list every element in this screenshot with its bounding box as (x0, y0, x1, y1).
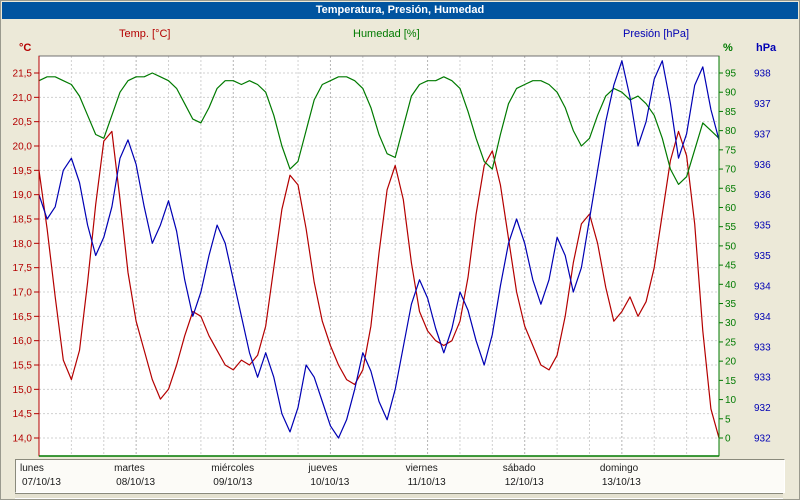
chart-plot-area: 21,5 21,0 20,5 20,0 19,5 19,0 18,5 18,0 17,5 17,0… (13, 55, 771, 457)
svg-text:21,5: 21,5 (13, 69, 33, 80)
date-label: 13/10/13 (601, 477, 641, 488)
svg-text:14,0: 14,0 (13, 434, 33, 445)
date-label: 11/10/13 (407, 477, 446, 488)
svg-text:934: 934 (754, 281, 771, 292)
svg-text:10: 10 (725, 395, 737, 406)
svg-text:932: 932 (754, 403, 771, 414)
svg-text:932: 932 (754, 434, 771, 445)
day-label: viernes (405, 463, 438, 474)
svg-text:80: 80 (725, 126, 737, 137)
legend-pressure: Presión [hPa] (623, 28, 690, 40)
svg-text:934: 934 (754, 312, 771, 323)
svg-text:19,0: 19,0 (13, 190, 33, 201)
svg-text:937: 937 (754, 99, 771, 110)
svg-text:75: 75 (725, 145, 737, 156)
svg-text:30: 30 (725, 318, 737, 329)
svg-text:937: 937 (754, 129, 771, 140)
right-axis-unit-hpa: hPa (756, 42, 777, 54)
svg-text:65: 65 (725, 184, 737, 195)
svg-text:90: 90 (725, 88, 737, 99)
date-label: 12/10/13 (504, 477, 544, 488)
svg-text:70: 70 (725, 165, 737, 176)
svg-text:21,0: 21,0 (13, 93, 33, 104)
svg-text:935: 935 (754, 221, 771, 232)
svg-text:14,5: 14,5 (13, 409, 33, 420)
svg-text:935: 935 (754, 251, 771, 262)
svg-text:60: 60 (725, 203, 737, 214)
window-title: Temperatura, Presión, Humedad (315, 4, 485, 16)
svg-text:55: 55 (725, 222, 737, 233)
svg-text:17,0: 17,0 (13, 288, 33, 299)
day-label: miércoles (211, 463, 255, 474)
svg-text:16,5: 16,5 (13, 312, 33, 323)
svg-text:15,5: 15,5 (13, 361, 33, 372)
svg-text:25: 25 (725, 337, 737, 348)
date-label: 08/10/13 (116, 477, 156, 488)
svg-text:40: 40 (725, 280, 737, 291)
svg-text:85: 85 (725, 107, 737, 118)
date-label: 10/10/13 (310, 477, 350, 488)
svg-text:0: 0 (725, 434, 731, 445)
svg-text:17,5: 17,5 (13, 263, 33, 274)
svg-text:5: 5 (725, 414, 731, 425)
day-label: jueves (308, 463, 338, 474)
svg-text:45: 45 (725, 261, 737, 272)
svg-text:20,0: 20,0 (13, 142, 33, 153)
svg-text:938: 938 (754, 69, 771, 80)
day-label: martes (114, 463, 145, 474)
title-bar: Temperatura, Presión, Humedad (2, 2, 798, 19)
svg-text:95: 95 (725, 69, 737, 80)
day-label: sábado (502, 463, 536, 474)
svg-text:15,0: 15,0 (13, 385, 33, 396)
legend-humidity: Humedad [%] (353, 28, 420, 40)
svg-text:933: 933 (754, 342, 771, 353)
svg-text:20,5: 20,5 (13, 117, 33, 128)
svg-text:19,5: 19,5 (13, 166, 33, 177)
x-axis-label-panel: lunes 07/10/13 martes 08/10/13 miércoles 09/1… (15, 459, 785, 493)
svg-text:936: 936 (754, 190, 771, 201)
svg-text:35: 35 (725, 299, 737, 310)
svg-text:50: 50 (725, 241, 737, 252)
date-label: 07/10/13 (22, 477, 61, 488)
left-axis-unit-celsius: °C (19, 42, 32, 54)
svg-text:16,0: 16,0 (13, 336, 33, 347)
svg-text:15: 15 (725, 376, 737, 387)
day-label: lunes (20, 463, 44, 474)
svg-text:20: 20 (725, 357, 737, 368)
day-label: domingo (599, 463, 639, 474)
svg-text:936: 936 (754, 160, 771, 171)
legend-temperature: Temp. [°C] (119, 28, 171, 40)
svg-text:18,0: 18,0 (13, 239, 33, 250)
bottom-frame-strip (15, 493, 783, 499)
svg-text:933: 933 (754, 373, 771, 384)
date-label: 09/10/13 (213, 477, 253, 488)
right-axis-unit-percent: % (723, 42, 733, 54)
svg-text:18,5: 18,5 (13, 215, 33, 226)
